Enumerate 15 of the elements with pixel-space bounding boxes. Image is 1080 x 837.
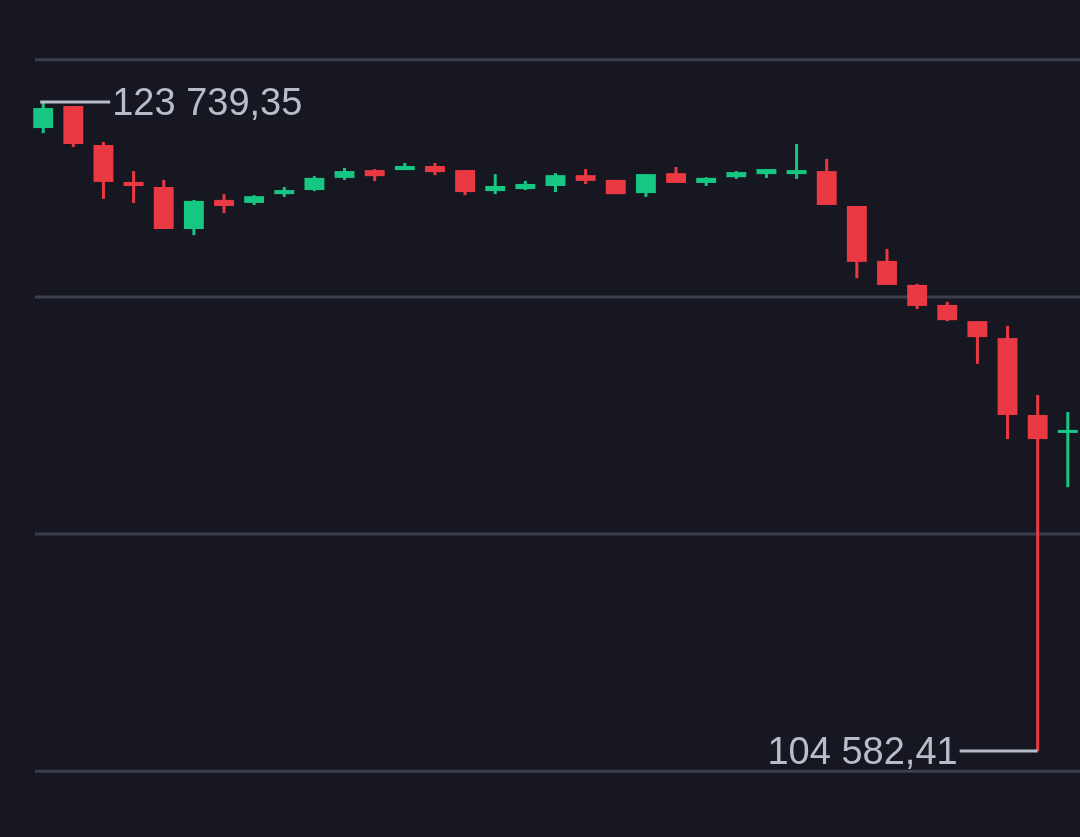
candlestick [786, 143, 807, 179]
candlestick [907, 282, 928, 309]
candlestick [214, 194, 234, 215]
annotation: 104 582,41 [767, 730, 958, 773]
candlestick [635, 174, 656, 197]
candlestick [1027, 395, 1048, 751]
candlestick [455, 170, 476, 197]
annotation: 123 739,35 [112, 81, 303, 124]
candlestick [937, 300, 958, 323]
candlestick [967, 321, 988, 364]
candlestick [1057, 410, 1078, 489]
candlestick [123, 171, 144, 203]
candlestick [545, 173, 566, 194]
candlestick [33, 102, 54, 135]
candlestick [485, 174, 506, 196]
